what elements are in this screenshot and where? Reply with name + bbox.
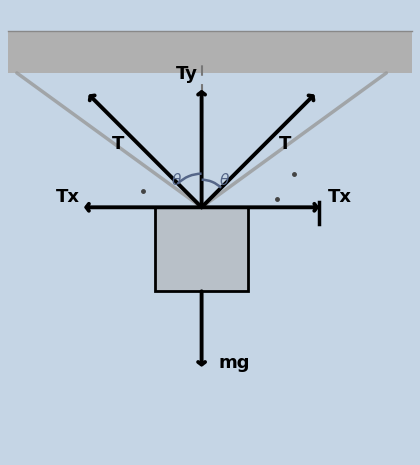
Text: T: T [112,135,124,153]
Text: Ty: Ty [176,66,197,83]
Text: θ: θ [220,173,229,188]
Text: mg: mg [218,354,250,372]
Bar [8,31,412,73]
Text: T: T [279,135,291,153]
Text: Tx: Tx [328,188,352,206]
Text: θ: θ [172,173,181,188]
Bar [155,207,248,291]
Text: Tx: Tx [56,188,80,206]
